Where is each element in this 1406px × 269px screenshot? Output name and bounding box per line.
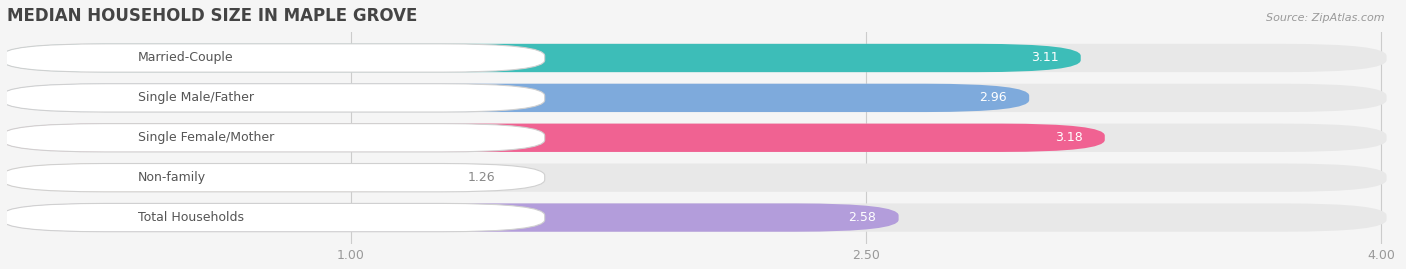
FancyBboxPatch shape <box>1 44 1081 72</box>
FancyBboxPatch shape <box>1 203 544 232</box>
FancyBboxPatch shape <box>1 164 544 192</box>
Text: MEDIAN HOUSEHOLD SIZE IN MAPLE GROVE: MEDIAN HOUSEHOLD SIZE IN MAPLE GROVE <box>7 7 418 25</box>
FancyBboxPatch shape <box>1 124 1105 152</box>
Text: Non-family: Non-family <box>138 171 205 184</box>
Text: 2.96: 2.96 <box>979 91 1007 104</box>
Text: 2.58: 2.58 <box>848 211 876 224</box>
FancyBboxPatch shape <box>1 84 1386 112</box>
Text: 3.11: 3.11 <box>1031 51 1059 65</box>
Text: 3.18: 3.18 <box>1054 131 1083 144</box>
FancyBboxPatch shape <box>1 124 544 152</box>
Text: 1.26: 1.26 <box>467 171 495 184</box>
FancyBboxPatch shape <box>1 44 544 72</box>
FancyBboxPatch shape <box>1 44 1386 72</box>
FancyBboxPatch shape <box>1 164 446 192</box>
Text: Source: ZipAtlas.com: Source: ZipAtlas.com <box>1267 13 1385 23</box>
FancyBboxPatch shape <box>1 84 1029 112</box>
Text: Single Female/Mother: Single Female/Mother <box>138 131 274 144</box>
FancyBboxPatch shape <box>1 84 544 112</box>
Text: Total Households: Total Households <box>138 211 243 224</box>
Text: Single Male/Father: Single Male/Father <box>138 91 253 104</box>
FancyBboxPatch shape <box>1 203 898 232</box>
Text: Married-Couple: Married-Couple <box>138 51 233 65</box>
FancyBboxPatch shape <box>1 164 1386 192</box>
FancyBboxPatch shape <box>1 124 1386 152</box>
FancyBboxPatch shape <box>1 203 1386 232</box>
